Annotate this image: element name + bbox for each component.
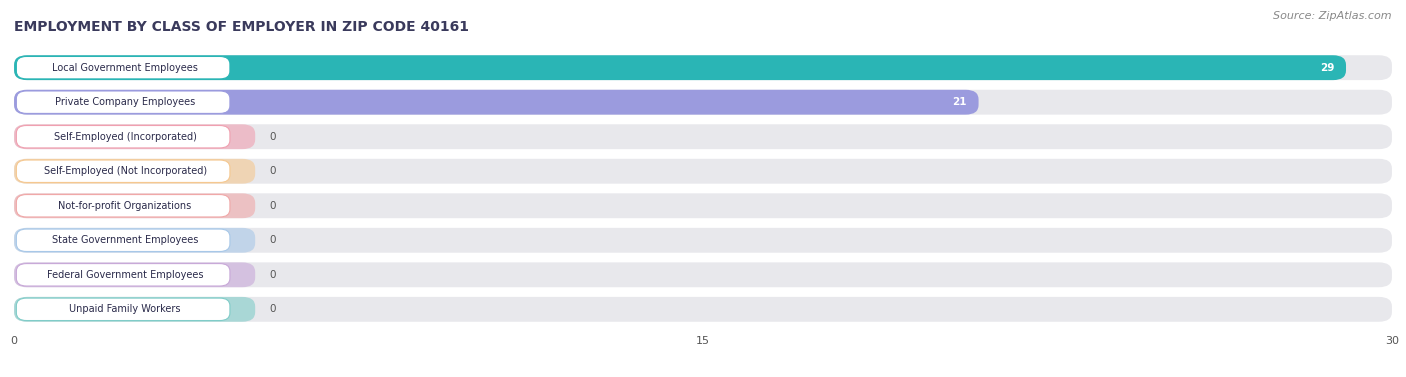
Text: Not-for-profit Organizations: Not-for-profit Organizations xyxy=(59,201,191,211)
Text: 0: 0 xyxy=(269,270,276,280)
Text: Unpaid Family Workers: Unpaid Family Workers xyxy=(69,304,181,314)
Text: 0: 0 xyxy=(269,166,276,176)
FancyBboxPatch shape xyxy=(17,229,231,251)
Text: Source: ZipAtlas.com: Source: ZipAtlas.com xyxy=(1274,11,1392,21)
FancyBboxPatch shape xyxy=(14,193,256,218)
FancyBboxPatch shape xyxy=(14,228,1392,253)
FancyBboxPatch shape xyxy=(14,297,1392,322)
Text: EMPLOYMENT BY CLASS OF EMPLOYER IN ZIP CODE 40161: EMPLOYMENT BY CLASS OF EMPLOYER IN ZIP C… xyxy=(14,20,470,34)
FancyBboxPatch shape xyxy=(14,90,979,115)
Text: Federal Government Employees: Federal Government Employees xyxy=(46,270,204,280)
Text: 0: 0 xyxy=(269,304,276,314)
Text: 0: 0 xyxy=(269,235,276,245)
Text: Self-Employed (Incorporated): Self-Employed (Incorporated) xyxy=(53,132,197,142)
Text: 21: 21 xyxy=(953,97,967,107)
FancyBboxPatch shape xyxy=(17,195,231,217)
FancyBboxPatch shape xyxy=(14,193,1392,218)
Text: Private Company Employees: Private Company Employees xyxy=(55,97,195,107)
Text: Self-Employed (Not Incorporated): Self-Employed (Not Incorporated) xyxy=(44,166,207,176)
FancyBboxPatch shape xyxy=(14,262,256,287)
FancyBboxPatch shape xyxy=(14,124,256,149)
FancyBboxPatch shape xyxy=(17,160,231,182)
FancyBboxPatch shape xyxy=(14,124,1392,149)
Text: 29: 29 xyxy=(1320,63,1334,73)
FancyBboxPatch shape xyxy=(17,91,231,113)
FancyBboxPatch shape xyxy=(14,228,256,253)
FancyBboxPatch shape xyxy=(14,55,1392,80)
FancyBboxPatch shape xyxy=(14,262,1392,287)
FancyBboxPatch shape xyxy=(14,297,256,322)
FancyBboxPatch shape xyxy=(14,159,1392,184)
FancyBboxPatch shape xyxy=(17,298,231,320)
FancyBboxPatch shape xyxy=(17,126,231,148)
Text: 0: 0 xyxy=(269,201,276,211)
Text: Local Government Employees: Local Government Employees xyxy=(52,63,198,73)
FancyBboxPatch shape xyxy=(17,57,231,79)
FancyBboxPatch shape xyxy=(17,264,231,286)
FancyBboxPatch shape xyxy=(14,90,1392,115)
FancyBboxPatch shape xyxy=(14,159,256,184)
Text: State Government Employees: State Government Employees xyxy=(52,235,198,245)
Text: 0: 0 xyxy=(269,132,276,142)
FancyBboxPatch shape xyxy=(14,55,1346,80)
